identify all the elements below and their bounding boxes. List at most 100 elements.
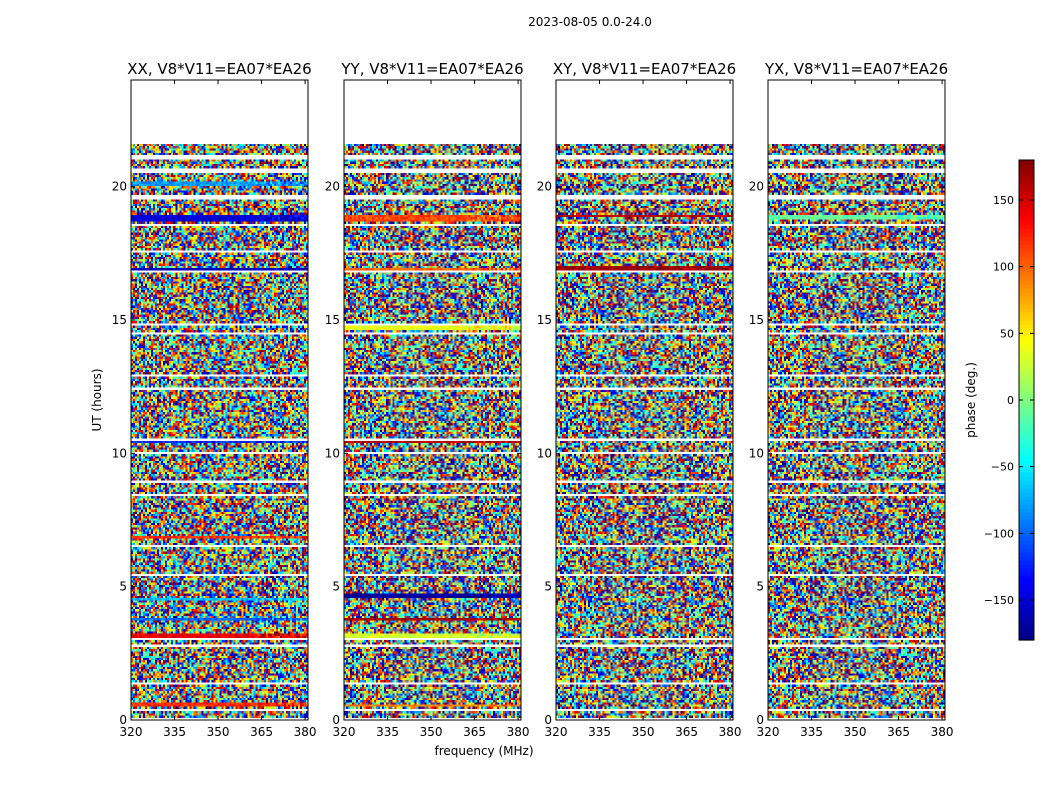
colorbar-segment	[1019, 592, 1034, 597]
colorbar-segment	[1019, 620, 1034, 625]
x-tick-label: 365	[675, 725, 698, 739]
colorbar-segment	[1019, 428, 1034, 433]
figure-title: 2023-08-05 0.0-24.0	[528, 15, 652, 29]
colorbar-segment	[1019, 420, 1034, 425]
colorbar-segment	[1019, 264, 1034, 269]
colorbar-segment	[1019, 488, 1034, 493]
colorbar-segment	[1019, 168, 1034, 173]
colorbar-segment	[1019, 512, 1034, 517]
colorbar-segment	[1019, 400, 1034, 405]
colorbar-segment	[1019, 468, 1034, 473]
phase-heatmap-1	[131, 144, 308, 720]
panel-4: YX, V8*V11=EA07*EA26 320 335 350 365 380 0 5 10 1…	[749, 60, 954, 739]
colorbar-segment	[1019, 196, 1034, 201]
panel-title: XY, V8*V11=EA07*EA26	[553, 60, 736, 78]
colorbar-tick-label: −150	[984, 594, 1014, 607]
colorbar-segment	[1019, 500, 1034, 505]
x-tick-label: 320	[545, 725, 568, 739]
colorbar-segment	[1019, 568, 1034, 573]
colorbar-segment	[1019, 192, 1034, 197]
y-tick-label: 10	[112, 446, 127, 460]
colorbar-segment	[1019, 556, 1034, 561]
y-tick-label: 15	[112, 313, 127, 327]
colorbar-segment	[1019, 360, 1034, 365]
panel-title: YY, V8*V11=EA07*EA26	[340, 60, 523, 78]
y-tick-label: 0	[332, 713, 340, 727]
colorbar-segment	[1019, 312, 1034, 317]
colorbar-segment	[1019, 160, 1034, 165]
colorbar-segment	[1019, 528, 1034, 533]
x-tick-label: 320	[333, 725, 356, 739]
colorbar-segment	[1019, 448, 1034, 453]
colorbar-segment	[1019, 304, 1034, 309]
colorbar-segment	[1019, 300, 1034, 305]
colorbar-segment	[1019, 564, 1034, 569]
colorbar-segment	[1019, 376, 1034, 381]
y-tick-label: 5	[119, 580, 127, 594]
colorbar-segment	[1019, 552, 1034, 557]
axes-frame	[767, 79, 946, 721]
colorbar-segment	[1019, 496, 1034, 501]
phase-heatmap-3	[556, 144, 733, 720]
colorbar-segment	[1019, 216, 1034, 221]
colorbar-tick-label: −100	[984, 527, 1014, 540]
colorbar-segment	[1019, 408, 1034, 413]
y-tick-label: 20	[325, 180, 340, 194]
colorbar-segment	[1019, 212, 1034, 217]
colorbar-segment	[1019, 476, 1034, 481]
panels-group: XX, V8*V11=EA07*EA26 320 335 350 365 380 0 5 10 1…	[112, 60, 954, 739]
colorbar-segment	[1019, 632, 1034, 637]
y-tick-label: 5	[544, 580, 552, 594]
colorbar-segment	[1019, 560, 1034, 565]
colorbar-segment	[1019, 388, 1034, 393]
x-tick-label: 380	[719, 725, 742, 739]
x-tick-label: 320	[120, 725, 143, 739]
axes-frame	[130, 79, 309, 721]
x-tick-label: 335	[163, 725, 186, 739]
y-tick-label: 15	[537, 313, 552, 327]
x-tick-label: 335	[588, 725, 611, 739]
colorbar-segment	[1019, 252, 1034, 257]
colorbar-segment	[1019, 232, 1034, 237]
colorbar-segment	[1019, 484, 1034, 489]
colorbar-segment	[1019, 236, 1034, 241]
colorbar-segment	[1019, 324, 1034, 329]
colorbar-segment	[1019, 472, 1034, 477]
colorbar-segment	[1019, 240, 1034, 245]
colorbar-segment	[1019, 256, 1034, 261]
colorbar-segment	[1019, 276, 1034, 281]
colorbar-segment	[1019, 332, 1034, 337]
colorbar-segment	[1019, 328, 1034, 333]
colorbar-segment	[1019, 344, 1034, 349]
colorbar-segment	[1019, 456, 1034, 461]
y-tick-label: 0	[544, 713, 552, 727]
colorbar-tick-label: −50	[991, 461, 1014, 474]
colorbar-segment	[1019, 604, 1034, 609]
colorbar-segment	[1019, 440, 1034, 445]
x-tick-label: 380	[507, 725, 530, 739]
y-tick-label: 5	[756, 580, 764, 594]
colorbar-segment	[1019, 584, 1034, 589]
colorbar-segment	[1019, 444, 1034, 449]
colorbar-segment	[1019, 280, 1034, 285]
colorbar-segment	[1019, 336, 1034, 341]
y-tick-label: 10	[537, 446, 552, 460]
colorbar: −150 −100 −50 0 50 100 150	[984, 159, 1035, 641]
colorbar-segment	[1019, 572, 1034, 577]
colorbar-segment	[1019, 580, 1034, 585]
colorbar-segment	[1019, 288, 1034, 293]
colorbar-segment	[1019, 224, 1034, 229]
y-tick-label: 20	[749, 180, 764, 194]
colorbar-segment	[1019, 480, 1034, 485]
colorbar-segment	[1019, 544, 1034, 549]
x-tick-label: 350	[207, 725, 230, 739]
colorbar-segment	[1019, 180, 1034, 185]
axes-frame	[343, 79, 522, 721]
colorbar-segment	[1019, 220, 1034, 225]
x-tick-label: 350	[420, 725, 443, 739]
panel-3: XY, V8*V11=EA07*EA26 320 335 350 365 380 0 5 10 1…	[537, 60, 742, 739]
colorbar-segment	[1019, 292, 1034, 297]
colorbar-segment	[1019, 452, 1034, 457]
colorbar-segment	[1019, 608, 1034, 613]
